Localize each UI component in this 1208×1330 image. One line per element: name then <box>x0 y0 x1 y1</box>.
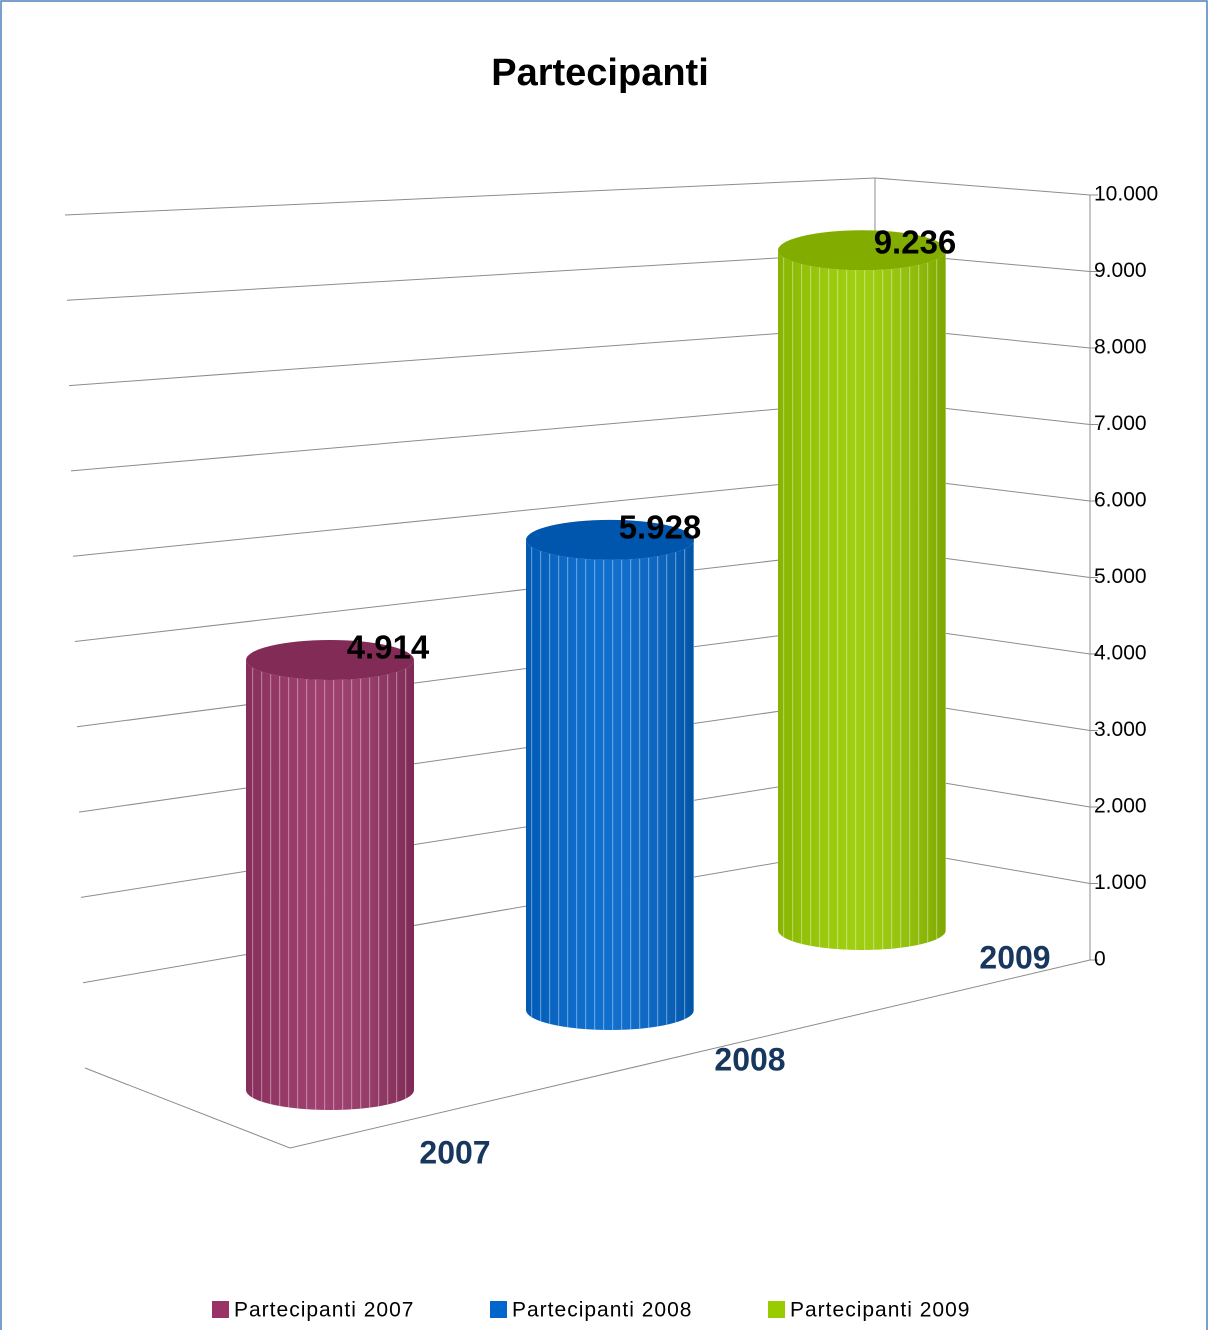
cylinder-top <box>246 640 414 681</box>
cylinder-top <box>778 230 946 271</box>
y-tick-label: 7.000 <box>1094 412 1147 435</box>
y-tick-label: 10.000 <box>1094 183 1158 206</box>
cylinder-top-shade <box>526 519 694 560</box>
legend-swatch <box>490 1301 507 1318</box>
cylinder-stripes <box>246 660 414 1110</box>
y-tick-label: 0 <box>1094 948 1106 971</box>
legend-label: Partecipanti 2009 <box>790 1299 970 1322</box>
x-tick-label: 2009 <box>979 939 1050 975</box>
floor <box>84 959 1091 1149</box>
legend-label: Partecipanti 2007 <box>234 1299 414 1322</box>
y-tick-label: 3.000 <box>1094 718 1147 741</box>
chart-title: Partecipanti <box>491 52 709 94</box>
y-tick-label: 4.000 <box>1094 642 1147 665</box>
cylinder-top-shade <box>246 640 414 681</box>
x-tick-label: 2007 <box>419 1134 490 1170</box>
data-label: 9.236 <box>874 224 957 261</box>
y-tick-label: 1.000 <box>1094 871 1147 894</box>
cylinder-stripes <box>526 539 694 1030</box>
y-tick-label: 2.000 <box>1094 795 1147 818</box>
y-tick-label: 8.000 <box>1094 336 1147 359</box>
cylinder-top <box>526 519 694 560</box>
legend-swatch <box>212 1301 229 1318</box>
y-tick-label: 5.000 <box>1094 565 1147 588</box>
legend-swatch <box>768 1301 785 1318</box>
cylinder-top-shade <box>778 230 946 271</box>
x-tick-label: 2008 <box>714 1041 785 1077</box>
legend-label: Partecipanti 2008 <box>512 1299 692 1322</box>
data-label: 4.914 <box>347 629 430 666</box>
data-label: 5.928 <box>619 509 702 546</box>
y-tick-label: 6.000 <box>1094 489 1147 512</box>
cylinder-stripes <box>778 250 946 950</box>
y-tick-label: 9.000 <box>1094 259 1147 282</box>
